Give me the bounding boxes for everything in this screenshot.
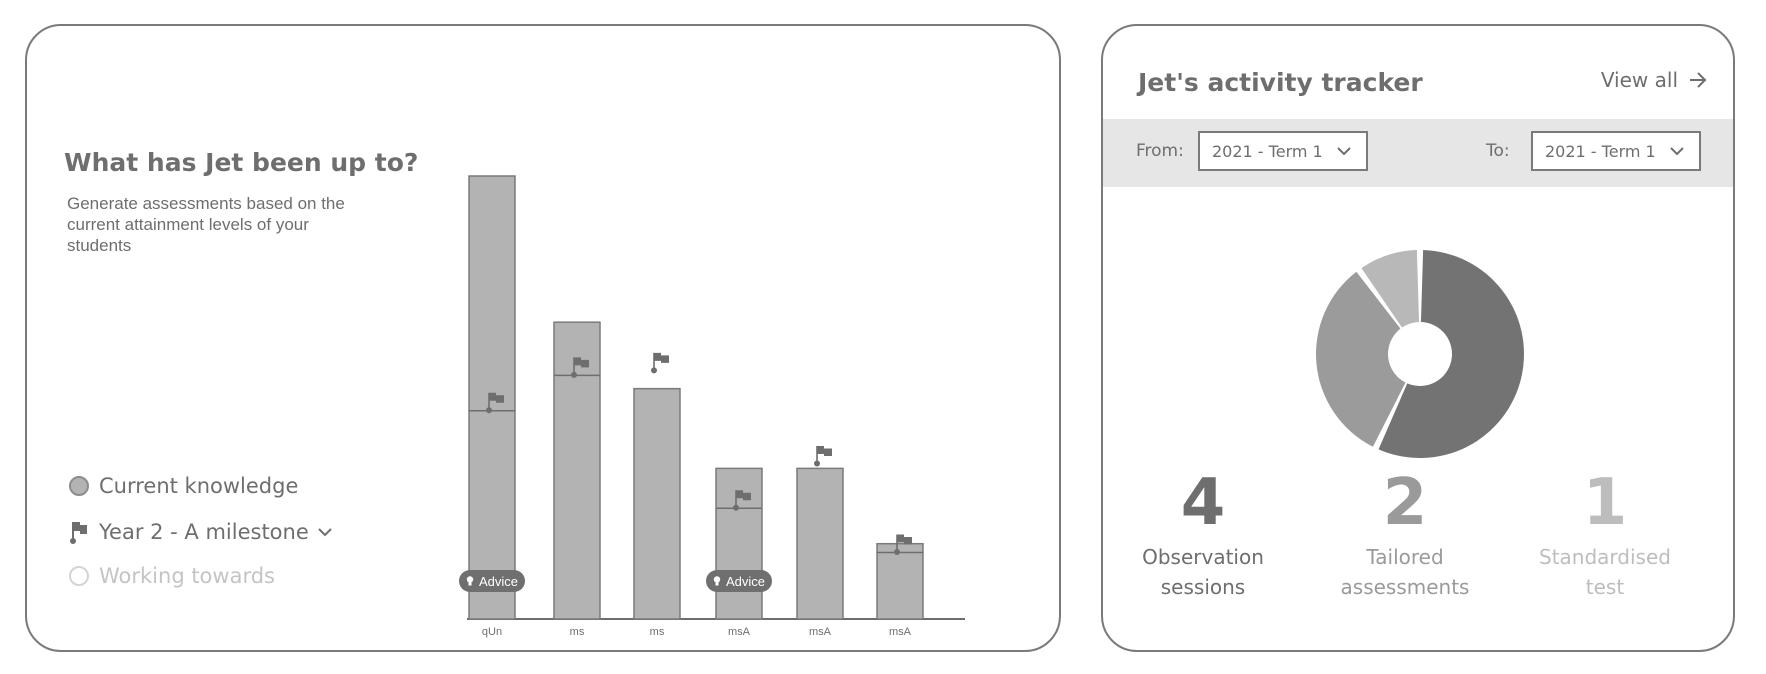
- milestone-flag-icon: [571, 357, 589, 378]
- donut-slice-standardised: [1361, 250, 1420, 328]
- stat-standardised-label-line2: test: [1585, 575, 1625, 599]
- advice-label: Advice: [725, 573, 766, 589]
- milestone-flag-icon: [814, 445, 832, 467]
- stat-tailored: 2 Tailored assessments: [1305, 468, 1505, 602]
- stat-observation-label-line1: Observation: [1142, 545, 1264, 569]
- advice-label: Advice: [478, 573, 519, 589]
- tick-label: qUn: [482, 626, 502, 638]
- card-title: What has Jet been up to?: [64, 148, 419, 177]
- milestone-label: Year 2 - A milestone: [99, 520, 309, 544]
- date-filter-bar: From: 2021 - Term 1 To: 2021 - Term 1: [1103, 119, 1733, 187]
- to-label: To:: [1486, 141, 1510, 161]
- stat-observation-value: 4: [1180, 466, 1226, 540]
- working-towards-dot-icon: [69, 566, 89, 586]
- milestone-selector[interactable]: Year 2 - A milestone: [69, 520, 333, 544]
- stat-observation-label-line2: sessions: [1160, 575, 1246, 599]
- stat-standardised: 1 Standardised test: [1505, 468, 1705, 602]
- card-description: Generate assessments based on the curren…: [67, 194, 345, 255]
- donut-slice-tailored: [1316, 271, 1406, 447]
- stat-standardised-label: Standardised test: [1505, 542, 1705, 602]
- stat-tailored-label-line1: Tailored: [1366, 545, 1444, 569]
- attainment-bar-chart: qUn ms ms msA msA msA: [467, 175, 965, 638]
- from-label: From:: [1136, 141, 1184, 161]
- milestone-flag-icon: [894, 534, 912, 556]
- activity-tracker-card: Jet's activity tracker View all From: 20…: [1101, 24, 1735, 652]
- milestone-flag-icon: [651, 352, 669, 374]
- advice-button[interactable]: Advice: [459, 570, 525, 592]
- stat-tailored-value: 2: [1382, 466, 1428, 540]
- bar-1: [553, 321, 601, 620]
- activity-donut-chart: [1316, 250, 1524, 458]
- donut-slice-observation: [1378, 250, 1524, 458]
- view-all-label: View all: [1600, 68, 1678, 92]
- to-select-value: 2021 - Term 1: [1545, 141, 1656, 161]
- lightbulb-icon: [466, 576, 474, 586]
- current-knowledge-dot-icon: [69, 476, 89, 496]
- from-select[interactable]: 2021 - Term 1: [1198, 131, 1368, 171]
- bar-5: [876, 542, 924, 620]
- to-select[interactable]: 2021 - Term 1: [1531, 131, 1701, 171]
- legend-current-knowledge: Current knowledge: [69, 474, 298, 498]
- legend-current-label: Current knowledge: [99, 474, 299, 498]
- milestone-flag-icon: [70, 522, 87, 544]
- bar-2: [633, 387, 681, 620]
- tick-label: ms: [570, 626, 585, 638]
- from-select-value: 2021 - Term 1: [1212, 141, 1323, 161]
- view-all-link[interactable]: View all: [1601, 68, 1708, 92]
- attainment-card: What has Jet been up to? Generate assess…: [25, 24, 1061, 652]
- tick-label: msA: [809, 626, 832, 638]
- tick-label: msA: [889, 626, 912, 638]
- arrow-right-icon: [1690, 72, 1707, 88]
- tick-label: msA: [728, 626, 751, 638]
- bar-3: [715, 467, 763, 620]
- tick-label: ms: [650, 626, 665, 638]
- stat-tailored-label: Tailored assessments: [1305, 542, 1505, 602]
- legend-working-towards: Working towards: [69, 564, 275, 588]
- chevron-down-icon: [1670, 147, 1684, 156]
- stat-standardised-value: 1: [1582, 466, 1628, 540]
- chevron-down-icon[interactable]: [317, 526, 333, 538]
- stat-tailored-label-line2: assessments: [1340, 575, 1470, 599]
- stat-standardised-label-line1: Standardised: [1539, 545, 1671, 569]
- advice-button[interactable]: Advice: [706, 570, 772, 592]
- stat-observation-label: Observation sessions: [1103, 542, 1303, 602]
- tracker-title: Jet's activity tracker: [1138, 68, 1423, 97]
- bar-4: [796, 467, 844, 620]
- chevron-down-icon: [1337, 147, 1351, 156]
- legend-working-label: Working towards: [99, 564, 275, 588]
- milestone-flag-icon: [486, 392, 504, 414]
- lightbulb-icon: [713, 576, 721, 586]
- milestone-flag-icon: [733, 490, 751, 511]
- stat-observation: 4 Observation sessions: [1103, 468, 1303, 602]
